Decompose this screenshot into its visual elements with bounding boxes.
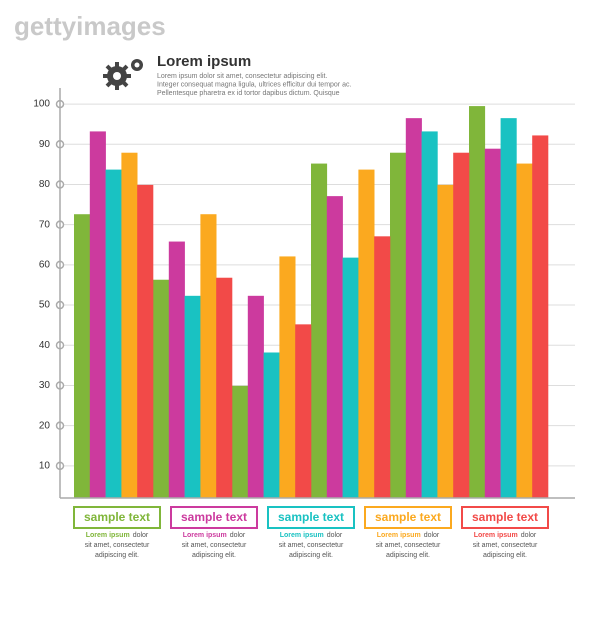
bar: [200, 214, 217, 498]
legend-label: sample text: [278, 510, 344, 524]
bar: [89, 131, 106, 499]
y-tick-label: 100: [33, 99, 50, 110]
y-tick-label: 40: [39, 340, 51, 351]
watermark: gettyimages: [14, 11, 166, 41]
bar: [469, 106, 486, 499]
legend-note-lead: Lorem ipsum: [280, 532, 324, 539]
bar: [184, 295, 201, 498]
subtitle: Integer consequat magna ligula, ultrices…: [157, 81, 351, 88]
legend-note-line: dolor: [521, 532, 537, 539]
bar: [437, 184, 454, 498]
bar: [421, 131, 438, 499]
gear-icon: [103, 59, 143, 90]
legend-box: [364, 506, 452, 529]
bar: [342, 257, 359, 498]
legend-label: sample text: [472, 510, 538, 524]
legend-note-line: sit amet, consectetur: [279, 542, 344, 549]
bar: [500, 118, 517, 498]
legend-note-lead: Lorem ipsum: [377, 532, 421, 539]
legend-note-line: dolor: [424, 532, 440, 539]
y-tick-label: 30: [39, 380, 51, 391]
y-tick-label: 90: [39, 139, 51, 150]
legend-note-lead: Lorem ipsum: [183, 532, 227, 539]
legend-note-line: dolor: [133, 532, 149, 539]
bar: [74, 214, 91, 498]
bar: [453, 152, 470, 498]
legend-note-line: sit amet, consectetur: [85, 542, 150, 549]
y-tick-label: 70: [39, 219, 51, 230]
bar: [326, 196, 343, 499]
legend-label: sample text: [375, 510, 441, 524]
bar: [153, 279, 170, 498]
subtitle: Pellentesque pharetra ex id tortor dapib…: [157, 90, 340, 97]
bar: [168, 241, 185, 499]
bar: [311, 163, 328, 498]
legend-box: [267, 506, 355, 529]
legend-note-lead: Lorem ipsum: [474, 532, 518, 539]
y-tick-label: 60: [39, 260, 51, 271]
bar: [374, 236, 391, 498]
y-tick-label: 80: [39, 179, 51, 190]
bar: [484, 148, 501, 498]
legend-box: [170, 506, 258, 529]
bar: [279, 256, 296, 498]
legend-note-line: sit amet, consectetur: [473, 542, 538, 549]
legend-note: Lorem ipsum dolor: [474, 532, 537, 539]
legend-note-line: adipiscing elit.: [386, 552, 430, 559]
legend-note-line: dolor: [327, 532, 343, 539]
legend-note-line: sit amet, consectetur: [182, 542, 247, 549]
legend-note-line: sit amet, consectetur: [376, 542, 441, 549]
chart-title: Lorem ipsum: [157, 53, 251, 70]
bar: [137, 184, 154, 498]
legend-note: Lorem ipsum dolor: [377, 532, 440, 539]
legend-note-line: dolor: [230, 532, 246, 539]
legend-label: sample text: [181, 510, 247, 524]
y-tick-label: 50: [39, 300, 51, 311]
bar: [295, 324, 312, 498]
bar: [263, 352, 280, 498]
legend-note-line: adipiscing elit.: [95, 552, 139, 559]
bar: [105, 169, 122, 499]
bar: [390, 152, 407, 498]
bar: [405, 118, 422, 498]
bar: [216, 277, 233, 498]
bar: [247, 295, 264, 498]
legend-note-lead: Lorem ipsum: [86, 532, 130, 539]
y-tick-label: 20: [39, 420, 51, 431]
legend-box: [73, 506, 161, 529]
legend-note-line: adipiscing elit.: [289, 552, 333, 559]
legend-label: sample text: [84, 510, 150, 524]
legend-note: Lorem ipsum dolor: [86, 532, 149, 539]
bar: [121, 152, 138, 498]
bar: [532, 135, 549, 498]
y-tick-label: 10: [39, 460, 51, 471]
bar: [232, 385, 249, 498]
bar: [358, 169, 375, 499]
legend-note: Lorem ipsum dolor: [280, 532, 343, 539]
legend-note-line: adipiscing elit.: [192, 552, 236, 559]
bar: [516, 163, 533, 498]
subtitle: Lorem ipsum dolor sit amet, consectetur …: [157, 73, 327, 80]
legend-note: Lorem ipsum dolor: [183, 532, 246, 539]
legend-note-line: adipiscing elit.: [483, 552, 527, 559]
legend-box: [461, 506, 549, 529]
